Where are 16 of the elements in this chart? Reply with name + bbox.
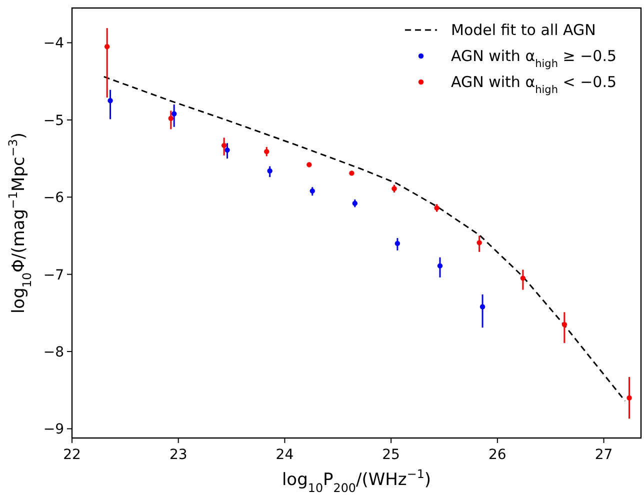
legend-label: Model fit to all AGN [451,21,596,39]
y-tick-label: −7 [43,267,64,284]
x-tick-label: 23 [169,447,188,463]
legend-label: AGN with α$_{high}$ ≥ −0.5 [451,47,617,70]
y-tick-label: −5 [43,112,64,129]
y-tick-label: −8 [43,344,64,361]
y-tick-label: −6 [43,190,64,206]
y-tick-label: −4 [43,36,64,52]
legend-label: AGN with α$_{high}$ < −0.5 [451,73,617,96]
x-tick-label: 22 [63,447,81,463]
x-tick-label: 26 [488,447,506,463]
x-tick-label: 25 [382,447,400,463]
x-axis-title: log$_{10}$P$_{200}$/(WHz$^{−1}$) [282,467,432,495]
y-tick-label: −9 [43,422,64,438]
x-tick-label: 24 [276,447,294,463]
x-tick-label: 27 [594,447,613,463]
